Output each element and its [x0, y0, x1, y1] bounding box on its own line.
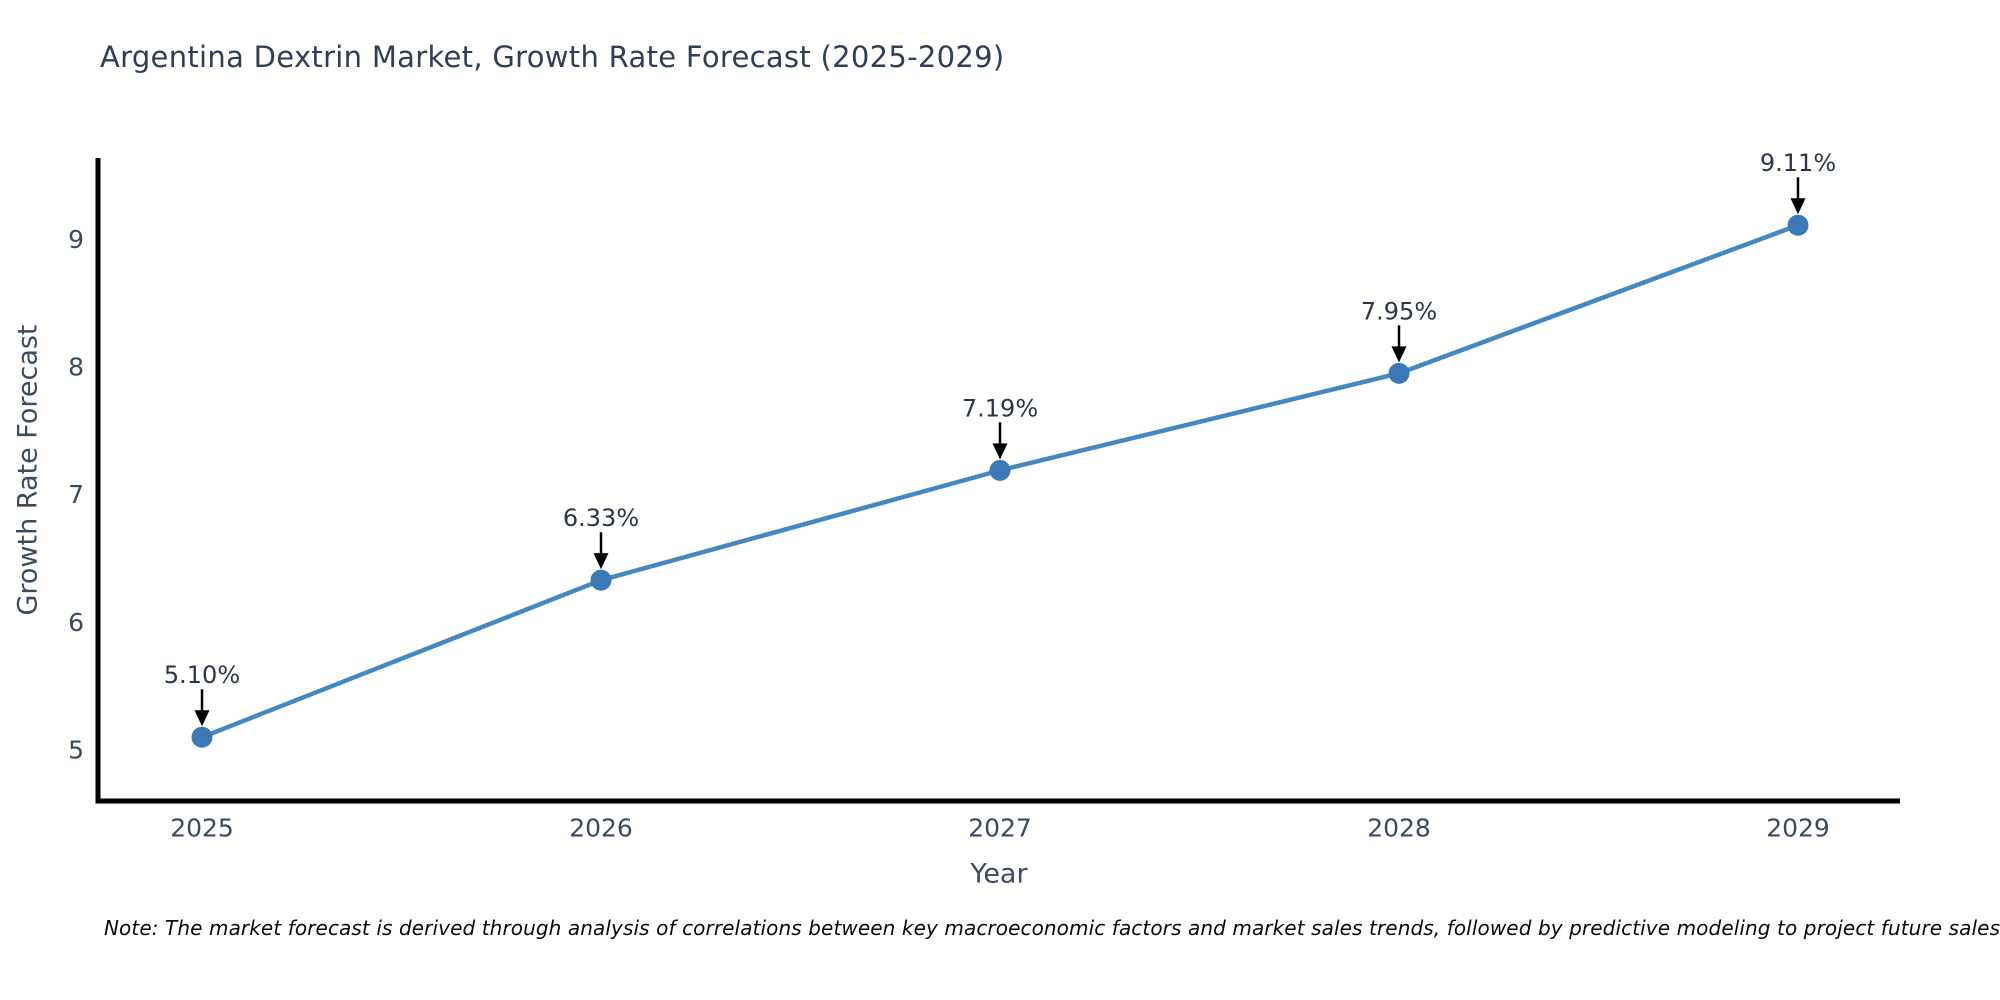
y-tick-label: 6 [68, 608, 84, 637]
x-tick-label: 2028 [1367, 814, 1431, 843]
data-point-label: 5.10% [164, 661, 240, 689]
series-line [199, 222, 1801, 740]
data-point-marker [590, 569, 612, 591]
y-tick-label: 8 [68, 352, 84, 381]
annotation-arrowhead [1790, 198, 1806, 215]
x-tick-label: 2029 [1766, 814, 1830, 843]
annotation-arrowhead [992, 443, 1008, 460]
y-axis-title: Growth Rate Forecast [13, 324, 44, 615]
y-tick-label: 5 [68, 736, 84, 765]
data-point-label: 6.33% [563, 504, 639, 532]
data-point-label: 7.19% [962, 394, 1038, 422]
annotation-arrowhead [1391, 346, 1407, 363]
chart-footnote: Note: The market forecast is derived thr… [104, 916, 2000, 940]
data-point-label: 7.95% [1361, 297, 1437, 325]
data-point-marker [191, 726, 213, 748]
x-tick-label: 2026 [569, 814, 633, 843]
data-point-marker [1787, 214, 1809, 236]
x-tick-label: 2027 [968, 814, 1032, 843]
data-point-marker [1388, 362, 1410, 384]
data-point-marker [989, 459, 1011, 481]
y-tick-label: 9 [68, 225, 84, 254]
x-tick-label: 2025 [170, 814, 234, 843]
x-axis-title: Year [969, 859, 1028, 890]
growth-chart: 5 6 7 8 9 2025 2026 2027 2028 2029 Growth Rate For… [13, 149, 1900, 890]
annotation-arrowhead [593, 553, 609, 570]
annotation-arrowhead [194, 710, 210, 727]
chart-title: Argentina Dextrin Market, Growth Rate Fo… [100, 40, 1005, 74]
data-point-label: 9.11% [1760, 149, 1836, 177]
y-tick-label: 7 [68, 480, 84, 509]
